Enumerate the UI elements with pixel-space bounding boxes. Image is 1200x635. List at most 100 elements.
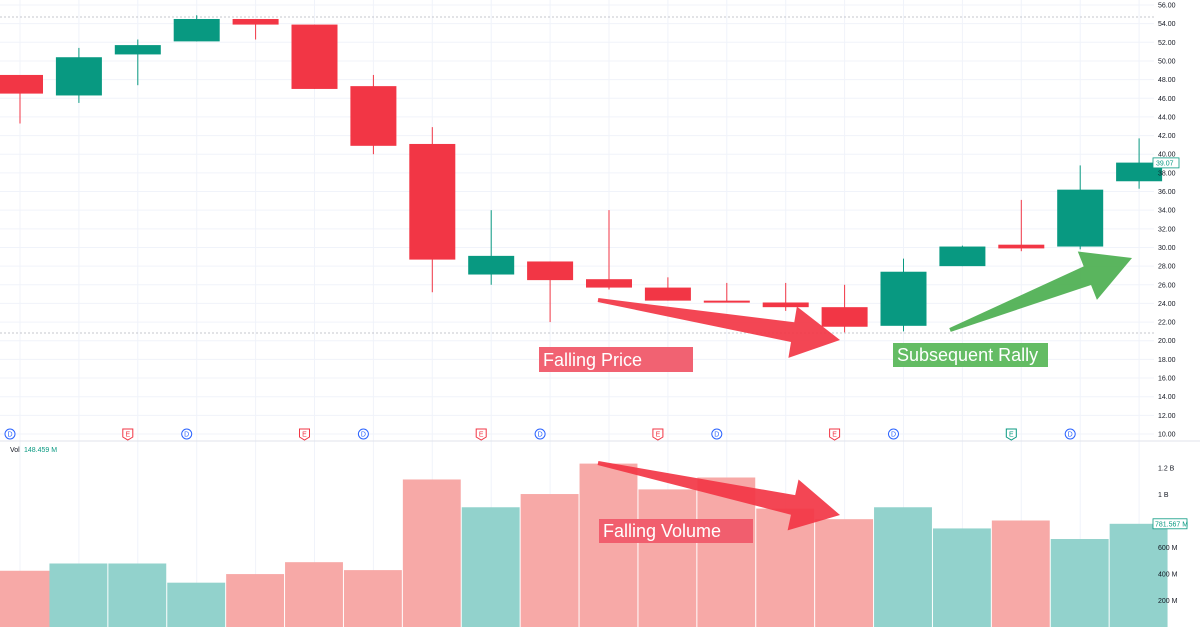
price-tick-label: 20.00 — [1158, 338, 1176, 345]
price-tick-label: 50.00 — [1158, 58, 1176, 65]
falling-volume-label-text: Falling Volume — [603, 521, 721, 541]
volume-tick-label: 1 B — [1158, 492, 1169, 499]
event-marker-label: D — [714, 432, 719, 439]
event-marker-label: D — [7, 432, 12, 439]
last-volume-label: 781.567 M — [1155, 521, 1188, 528]
candle-body — [762, 302, 809, 308]
dividend-marker-icon — [4, 428, 16, 440]
price-tick-label: 12.00 — [1158, 413, 1176, 420]
price-tick-label: 34.00 — [1158, 208, 1176, 215]
earnings-marker-icon — [122, 428, 134, 441]
volume-bar — [874, 507, 932, 627]
volume-bar — [932, 528, 991, 627]
volume-tick-label: 1.2 B — [1158, 466, 1175, 473]
falling-volume-arrow — [597, 461, 840, 531]
price-tick-label: 30.00 — [1158, 245, 1176, 252]
earnings-marker-icon — [299, 428, 310, 441]
dividend-marker-icon — [1064, 428, 1076, 440]
volume-bar — [756, 508, 815, 627]
candle-body — [644, 287, 691, 301]
falling-volume-label-box — [599, 519, 753, 543]
volume-bar — [638, 489, 697, 627]
event-marker-label: E — [832, 432, 837, 439]
volume-bar — [402, 479, 461, 627]
candle-body — [880, 271, 927, 326]
price-tick-label: 38.00 — [1158, 170, 1176, 177]
volume-bar — [579, 463, 638, 627]
earnings-marker-icon — [475, 428, 487, 441]
price-tick-label: 48.00 — [1158, 77, 1176, 84]
subsequent-rally-label-box — [893, 343, 1048, 367]
volume-label-value: 148.459 M — [24, 447, 57, 454]
candle-body — [939, 246, 986, 267]
candle-body — [409, 143, 456, 260]
event-marker-label: E — [1009, 432, 1014, 439]
volume-bar — [1109, 523, 1168, 627]
volume-bar — [226, 574, 285, 627]
earnings-marker-icon — [652, 428, 664, 441]
event-marker-label: D — [184, 432, 189, 439]
price-tick-label: 54.00 — [1158, 21, 1176, 28]
price-tick-label: 32.00 — [1158, 226, 1176, 233]
price-tick-label: 14.00 — [1158, 394, 1176, 401]
subsequent-rally-label-text: Subsequent Rally — [897, 345, 1038, 365]
event-marker-label: D — [538, 432, 543, 439]
candle-body — [291, 24, 338, 89]
volume-label-prefix: Vol — [10, 447, 20, 454]
dividend-marker-icon — [888, 428, 899, 440]
volume-bar — [520, 494, 579, 627]
candle-body — [586, 279, 632, 288]
candle-body — [55, 57, 102, 96]
rally-arrow — [949, 251, 1132, 332]
event-marker-label: D — [361, 432, 366, 439]
price-tick-label: 56.00 — [1158, 3, 1176, 10]
event-marker-label: E — [125, 432, 130, 439]
price-tick-label: 40.00 — [1158, 152, 1176, 159]
volume-bar — [343, 570, 402, 627]
candle-body — [232, 18, 279, 25]
candle-body — [998, 244, 1045, 249]
event-marker-label: D — [891, 432, 896, 439]
dividend-marker-icon — [711, 428, 723, 440]
price-tick-label: 42.00 — [1158, 133, 1176, 140]
volume-tick-label: 600 M — [1158, 545, 1178, 552]
volume-tick-label: 400 M — [1158, 572, 1178, 579]
last-volume-tag — [1152, 518, 1188, 530]
price-tick-label: 18.00 — [1158, 357, 1176, 364]
price-tick-label: 16.00 — [1158, 376, 1176, 383]
candle-body — [821, 307, 868, 327]
candle-body — [114, 45, 161, 55]
event-marker-label: D — [1068, 432, 1073, 439]
price-tick-label: 28.00 — [1158, 264, 1176, 271]
event-marker-label: E — [656, 432, 661, 439]
volume-bar — [285, 562, 343, 627]
candle-body — [1116, 162, 1163, 182]
candle-body — [173, 18, 220, 42]
candle-body — [1057, 189, 1104, 247]
price-tick-label: 46.00 — [1158, 96, 1176, 103]
volume-bar — [991, 520, 1050, 627]
dividend-marker-icon — [357, 428, 369, 440]
volume-bar — [815, 519, 874, 627]
last-price-label: 39.07 — [1156, 160, 1174, 167]
volume-bar — [108, 563, 167, 627]
price-tick-label: 26.00 — [1158, 282, 1176, 289]
dividend-marker-icon — [534, 428, 546, 440]
candle-body — [703, 300, 750, 303]
event-marker-label: E — [479, 432, 484, 439]
last-price-tag — [1152, 157, 1180, 169]
candle-body — [468, 255, 515, 275]
candle-body — [350, 86, 397, 146]
candle-body — [0, 74, 43, 94]
volume-bar — [0, 570, 58, 627]
price-tick-label: 44.00 — [1158, 114, 1176, 121]
volume-bar — [49, 563, 108, 627]
earnings-marker-icon — [1005, 428, 1017, 441]
volume-bar — [167, 582, 226, 627]
dividend-marker-icon — [181, 428, 193, 440]
falling-price-label-box — [539, 347, 693, 372]
volume-bar — [1050, 539, 1109, 627]
falling-price-label-text: Falling Price — [543, 350, 642, 370]
